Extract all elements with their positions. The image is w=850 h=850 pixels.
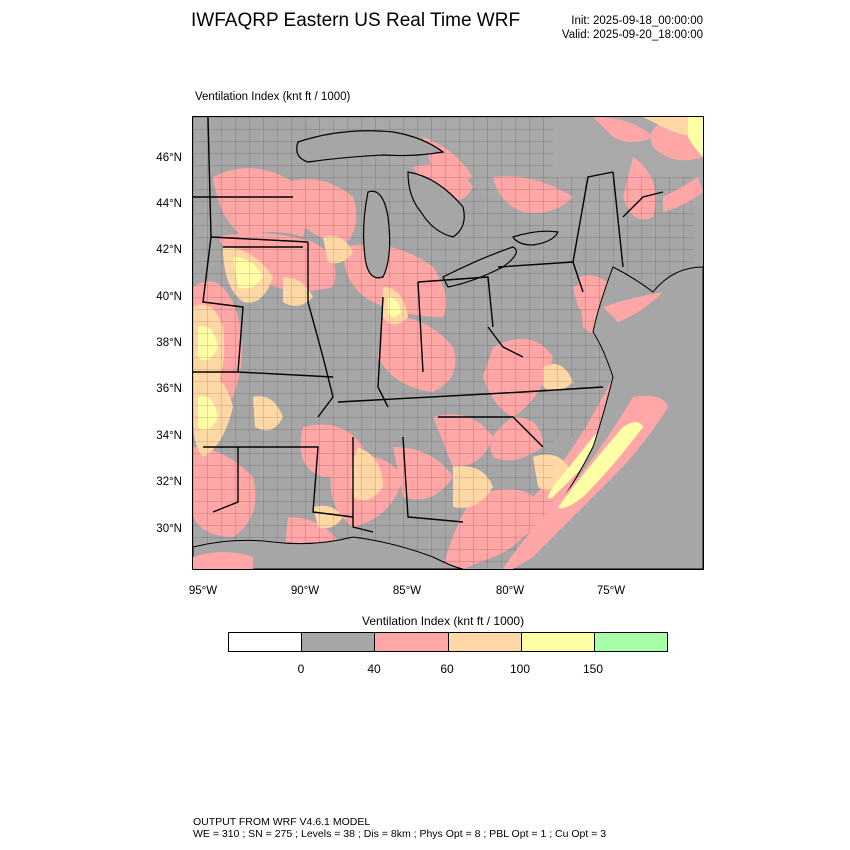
ocean-yellow-band [558, 422, 643, 509]
lon-label: 90°W [290, 585, 320, 597]
lake-michigan [362, 190, 391, 279]
lat-label: 30°N [156, 523, 182, 535]
colorbar-box [302, 633, 376, 651]
great-lakes [296, 130, 559, 288]
model-footer: OUTPUT FROM WRF V4.6.1 MODEL WE = 310 ; … [193, 816, 606, 840]
colorbar-box [594, 633, 668, 651]
lon-label: 85°W [392, 585, 422, 597]
lat-label: 38°N [156, 337, 182, 349]
lake-erie [442, 246, 517, 288]
lat-label: 46°N [156, 152, 182, 164]
lake-superior [296, 130, 445, 163]
colorbar-label: 40 [367, 662, 381, 676]
state-boundaries [193, 117, 664, 533]
colorbar-box [375, 633, 449, 651]
lat-label: 32°N [156, 476, 182, 488]
footer-line-1: OUTPUT FROM WRF V4.6.1 MODEL [193, 816, 371, 828]
colorbar-label: 150 [582, 662, 604, 676]
lat-label: 44°N [156, 198, 182, 210]
footer-line-2: WE = 310 ; SN = 275 ; Levels = 38 ; Dis … [193, 828, 607, 840]
colorbar-box [521, 633, 595, 651]
colorbar-title: Ventilation Index (knt ft / 1000) [362, 614, 525, 628]
lake-huron [407, 171, 465, 238]
page-title: IWFAQRP Eastern US Real Time WRF [191, 10, 521, 31]
lat-label: 40°N [156, 291, 182, 303]
colorbar-box [448, 633, 522, 651]
lon-label: 80°W [495, 585, 525, 597]
valid-time: Valid: 2025-09-20_18:00:00 [561, 29, 703, 41]
lat-label: 36°N [156, 383, 182, 395]
lake-ontario [512, 230, 559, 246]
field-label: Ventilation Index (knt ft / 1000) [195, 91, 351, 103]
colorbar-box [229, 633, 303, 651]
run-times: Init: 2025-09-18_00:00:00 Valid: 2025-09… [562, 14, 703, 42]
lat-label: 42°N [156, 244, 182, 256]
atlantic-ocean [512, 266, 703, 569]
county-grid [193, 117, 553, 569]
colorbar-label: 100 [509, 662, 531, 676]
colorbar-label: 0 [297, 662, 305, 676]
init-time: Init: 2025-09-18_00:00:00 [571, 15, 703, 27]
gulf-of-mexico [193, 536, 464, 569]
lon-label: 75°W [596, 585, 626, 597]
lat-label: 34°N [156, 430, 182, 442]
map-panel [192, 116, 704, 570]
ventilation-map [193, 117, 703, 569]
colorbar [228, 632, 668, 652]
colorbar-label: 60 [440, 662, 454, 676]
lon-label: 95°W [188, 585, 218, 597]
